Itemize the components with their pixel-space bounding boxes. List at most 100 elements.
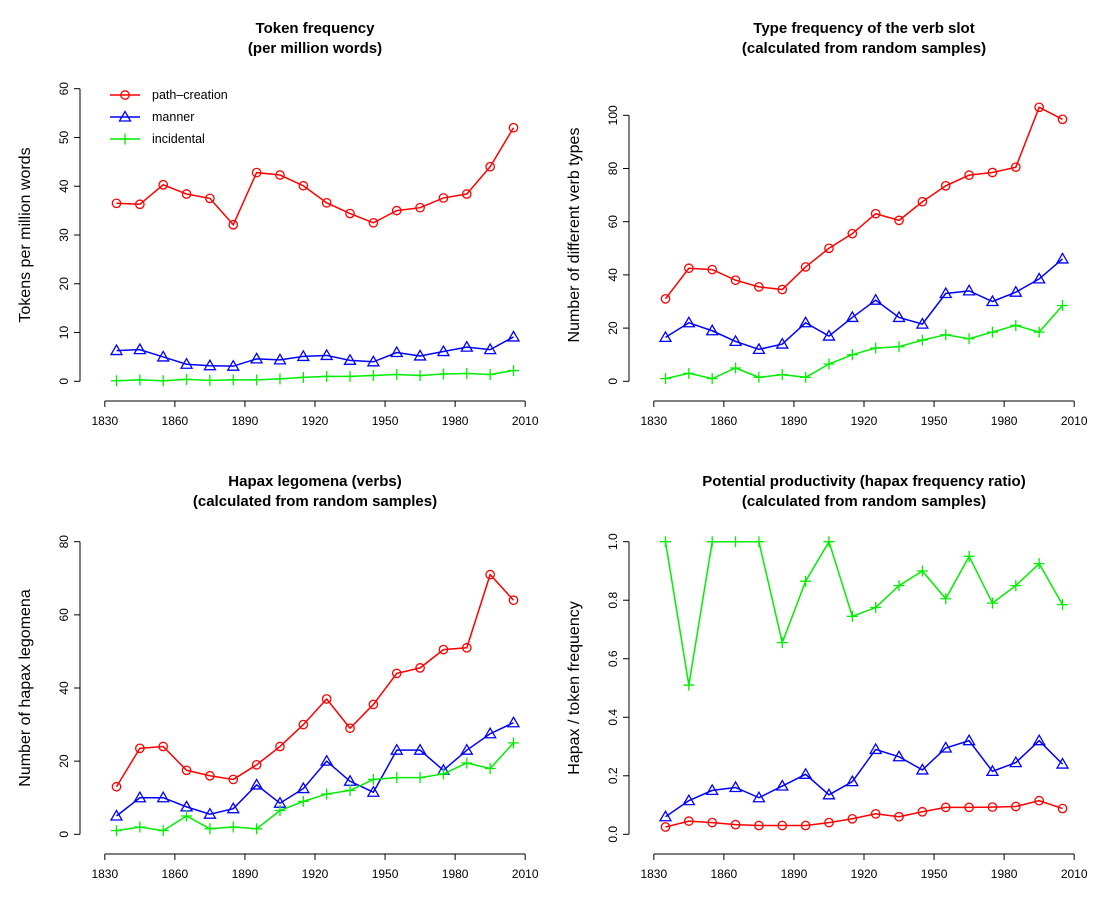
marker [461, 642, 472, 653]
marker [893, 580, 905, 592]
x-tick-label: 1890 [781, 867, 808, 881]
marker [728, 334, 743, 347]
marker [228, 219, 239, 230]
marker [274, 373, 286, 385]
series-line [664, 106, 1063, 300]
marker [461, 757, 473, 769]
x-tick-label: 1920 [302, 414, 329, 428]
marker [707, 817, 718, 828]
marker [894, 215, 904, 226]
chart-title: Potential productivity (hapax frequency … [702, 473, 1025, 490]
marker [275, 741, 285, 752]
y-axis-label: Number of different verb types [566, 128, 583, 343]
x-tick-label: 1890 [781, 414, 808, 428]
panel: Potential productivity (hapax frequency … [566, 473, 1088, 881]
marker [506, 715, 521, 728]
marker [847, 813, 858, 824]
marker [226, 359, 240, 371]
marker [963, 333, 975, 345]
marker [800, 820, 811, 831]
chart-title: Token frequency [256, 20, 376, 37]
marker [682, 793, 696, 806]
marker [683, 263, 694, 274]
marker [870, 808, 881, 819]
marker [752, 342, 766, 355]
marker [1057, 299, 1069, 311]
marker [985, 764, 1000, 777]
marker [460, 340, 474, 352]
marker [181, 373, 193, 385]
marker [707, 264, 718, 275]
marker [776, 369, 788, 381]
marker [111, 198, 122, 209]
marker [119, 133, 131, 145]
marker [414, 369, 426, 381]
marker [752, 790, 766, 803]
panel: Token frequency (per million words) 0 10 20 3… [17, 20, 539, 428]
marker [109, 809, 124, 821]
marker [683, 679, 695, 691]
x-tick-label: 1860 [162, 414, 189, 428]
marker [390, 743, 404, 755]
chart-subtitle: (calculated from random samples) [193, 493, 437, 510]
x-tick-label: 2010 [1061, 414, 1088, 428]
marker [110, 825, 122, 837]
marker [777, 820, 788, 831]
marker [823, 358, 835, 370]
marker [845, 310, 859, 323]
marker [940, 329, 952, 341]
marker [120, 90, 130, 100]
marker [157, 825, 169, 837]
series-line [665, 304, 1064, 380]
marker [940, 180, 951, 191]
marker [987, 802, 998, 812]
chart-subtitle: (calculated from random samples) [742, 493, 986, 510]
y-tick-label: 100 [606, 105, 620, 125]
marker [870, 208, 881, 219]
marker [367, 773, 379, 785]
marker [1057, 599, 1069, 611]
y-tick-label: 0.4 [606, 709, 620, 726]
x-tick-label: 1980 [991, 867, 1018, 881]
marker [436, 344, 451, 357]
marker [251, 167, 262, 178]
marker [484, 368, 496, 380]
marker [1009, 755, 1023, 768]
marker [822, 329, 836, 341]
marker [753, 536, 765, 548]
y-tick-label: 20 [57, 754, 71, 768]
marker [705, 323, 719, 336]
marker [321, 788, 333, 800]
marker [320, 348, 334, 361]
marker [1033, 326, 1045, 338]
marker [111, 781, 122, 792]
marker [1032, 733, 1046, 746]
marker [1010, 580, 1022, 592]
marker [274, 805, 286, 817]
series-line [665, 258, 1063, 351]
series-line [665, 739, 1064, 818]
marker [483, 342, 497, 355]
marker [660, 293, 671, 304]
marker [391, 368, 403, 380]
marker [368, 699, 379, 710]
x-tick-label: 1950 [921, 867, 948, 881]
marker [249, 778, 264, 790]
series-line [116, 369, 514, 382]
marker [939, 741, 953, 753]
marker [892, 310, 906, 323]
x-tick-label: 1860 [162, 867, 189, 881]
x-tick-label: 1890 [232, 414, 259, 428]
marker [939, 286, 953, 299]
marker [659, 373, 671, 385]
y-tick-label: 30 [57, 228, 71, 242]
marker [869, 742, 883, 755]
marker [917, 806, 928, 817]
marker [321, 370, 333, 382]
marker [917, 196, 928, 207]
marker [1055, 757, 1070, 769]
marker [133, 790, 147, 803]
marker [321, 197, 332, 208]
marker [156, 350, 170, 362]
x-tick-label: 1950 [921, 414, 948, 428]
